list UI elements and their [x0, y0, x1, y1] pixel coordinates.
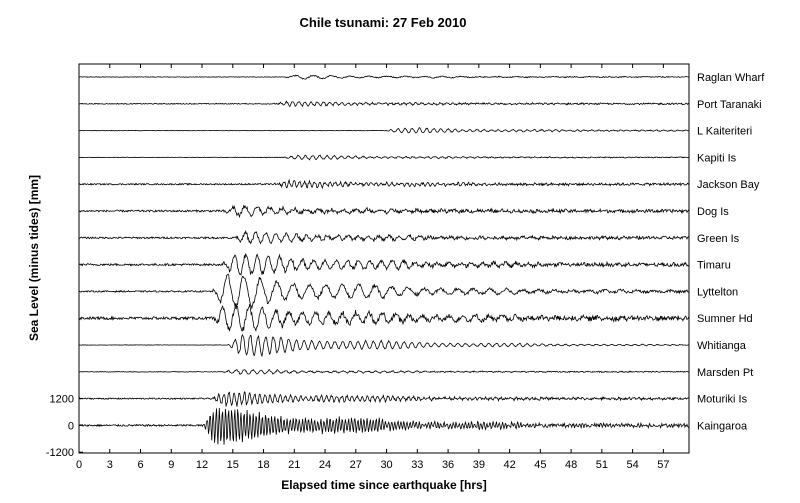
x-axis-label: Elapsed time since earthquake [hrs] — [281, 478, 486, 492]
station-label: Port Taranaki — [697, 99, 762, 111]
y-axis: 1200 0 -1200 — [46, 394, 83, 459]
station-label: Sumner Hd — [697, 313, 753, 325]
x-tick-label: 12 — [196, 459, 208, 471]
x-tick-label: 15 — [227, 459, 239, 471]
trace-dog-is — [78, 204, 690, 219]
y-axis-label: Sea Level (minus tides) [mm] — [27, 175, 41, 341]
x-tick-label: 36 — [442, 459, 454, 471]
station-label: Kaingaroa — [697, 420, 748, 432]
x-tick-label: 51 — [596, 459, 608, 471]
station-label: Timaru — [697, 260, 731, 272]
station-label: Whitianga — [697, 340, 747, 352]
x-tick-label: 42 — [503, 459, 515, 471]
trace-port-taranaki — [78, 100, 689, 108]
trace-whitianga — [78, 333, 690, 357]
x-tick-label: 27 — [350, 459, 362, 471]
station-label: Green Is — [697, 233, 740, 245]
x-tick-label: 30 — [380, 459, 392, 471]
trace-lyttelton — [78, 273, 690, 310]
x-tick-label: 0 — [76, 459, 82, 471]
station-label: Lyttelton — [697, 286, 738, 298]
station-label: Moturiki Is — [697, 394, 748, 406]
trace-jackson-bay — [78, 178, 690, 190]
y-tick-label: 1200 — [50, 394, 74, 406]
trace-kapiti-is — [78, 154, 690, 161]
x-tick-label: 45 — [534, 459, 546, 471]
x-tick-label: 39 — [473, 459, 485, 471]
trace-timaru — [78, 253, 690, 276]
station-label: L Kaiteriteri — [697, 126, 752, 138]
x-tick-label: 21 — [288, 459, 300, 471]
series-layer — [78, 74, 690, 445]
chart-title: Chile tsunami: 27 Feb 2010 — [300, 15, 467, 30]
trace-moturiki-is — [78, 391, 690, 407]
station-label: Raglan Wharf — [697, 72, 765, 84]
y-tick-label: 0 — [68, 420, 74, 432]
trace-marsden-pt — [78, 368, 690, 375]
station-labels: Raglan Wharf Port Taranaki L Kaiteriteri Ka… — [697, 72, 765, 432]
x-tick-label: 24 — [319, 459, 331, 471]
x-tick-label: 33 — [411, 459, 423, 471]
station-label: Kapiti Is — [697, 152, 737, 164]
x-tick-label: 6 — [137, 459, 143, 471]
plot-frame — [78, 63, 690, 454]
trace-kaingaroa — [78, 408, 690, 445]
trace-green-is — [78, 229, 690, 245]
x-axis: 0 3 6 9 12 15 18 21 24 27 30 33 36 39 42 45 48 51 54 57 — [76, 64, 669, 471]
x-tick-label: 54 — [626, 459, 638, 471]
station-label: Marsden Pt — [697, 367, 753, 379]
x-tick-label: 57 — [657, 459, 669, 471]
y-tick-label: -1200 — [46, 447, 74, 459]
trace-sumner-hd — [78, 303, 690, 332]
x-tick-label: 48 — [565, 459, 577, 471]
station-label: Dog Is — [697, 206, 729, 218]
x-tick-label: 18 — [257, 459, 269, 471]
station-label: Jackson Bay — [697, 179, 760, 191]
x-tick-label: 3 — [107, 459, 113, 471]
trace-l-kaiteriteri — [78, 126, 690, 134]
x-tick-label: 9 — [168, 459, 174, 471]
trace-raglan-wharf — [78, 74, 690, 80]
